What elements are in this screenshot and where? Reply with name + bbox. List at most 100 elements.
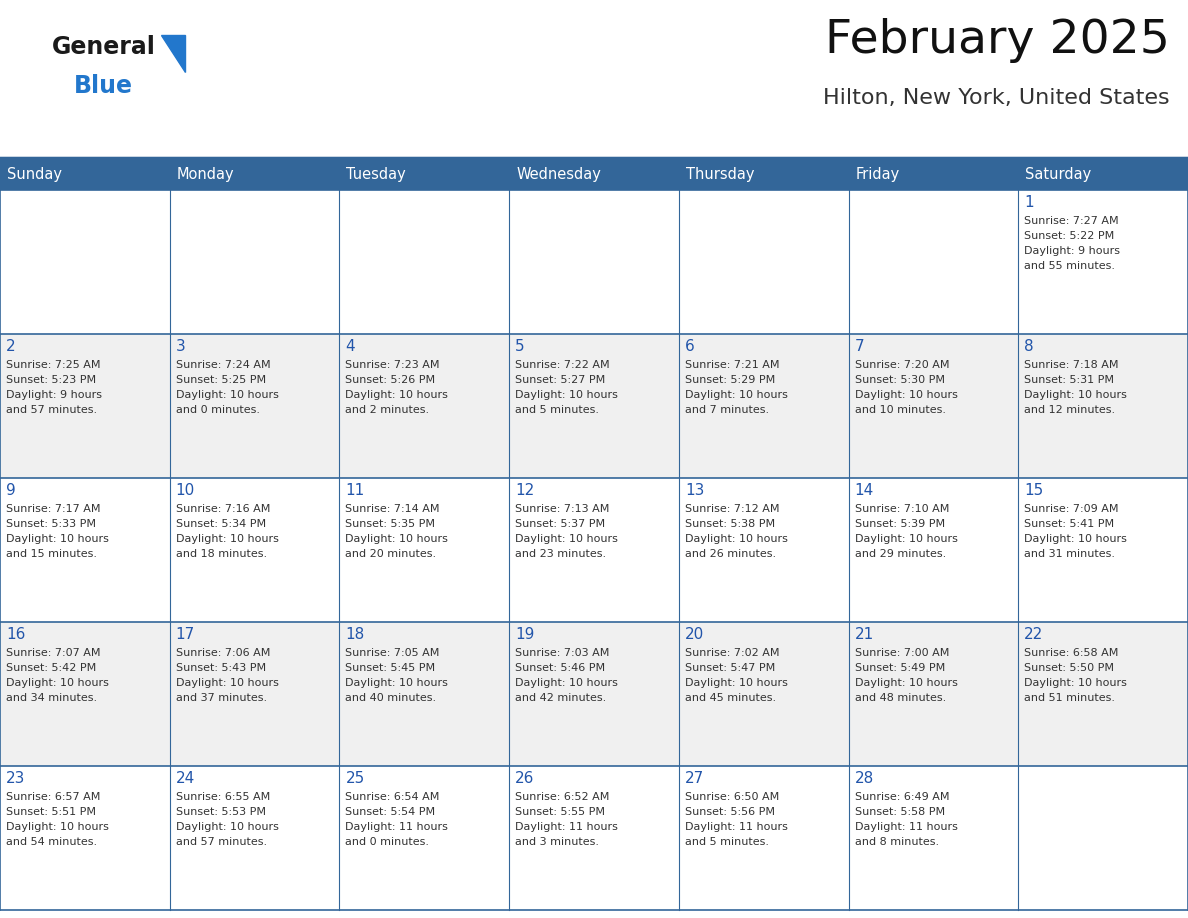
Text: 9: 9 [6, 483, 15, 498]
Text: and 57 minutes.: and 57 minutes. [176, 837, 267, 847]
Text: 3: 3 [176, 339, 185, 354]
Text: Daylight: 10 hours: Daylight: 10 hours [6, 822, 109, 832]
Bar [0, 478, 1188, 622]
Text: and 48 minutes.: and 48 minutes. [854, 693, 946, 703]
Text: Sunset: 5:43 PM: Sunset: 5:43 PM [176, 663, 266, 673]
Bar [1018, 158, 1188, 190]
Text: Sunset: 5:25 PM: Sunset: 5:25 PM [176, 375, 266, 385]
Text: Sunset: 5:30 PM: Sunset: 5:30 PM [854, 375, 944, 385]
Text: 12: 12 [516, 483, 535, 498]
Text: Sunset: 5:56 PM: Sunset: 5:56 PM [684, 807, 775, 817]
Text: Daylight: 11 hours: Daylight: 11 hours [684, 822, 788, 832]
Text: Sunset: 5:38 PM: Sunset: 5:38 PM [684, 519, 775, 529]
Text: Sunrise: 7:27 AM: Sunrise: 7:27 AM [1024, 216, 1119, 226]
Text: and 42 minutes.: and 42 minutes. [516, 693, 606, 703]
Text: 6: 6 [684, 339, 695, 354]
Text: Sunrise: 7:03 AM: Sunrise: 7:03 AM [516, 648, 609, 658]
Text: General: General [52, 35, 156, 59]
Text: and 2 minutes.: and 2 minutes. [346, 405, 430, 415]
Text: Sunset: 5:50 PM: Sunset: 5:50 PM [1024, 663, 1114, 673]
Text: 25: 25 [346, 771, 365, 786]
Polygon shape [162, 35, 185, 72]
Text: Sunrise: 7:14 AM: Sunrise: 7:14 AM [346, 504, 440, 514]
Text: Sunset: 5:49 PM: Sunset: 5:49 PM [854, 663, 944, 673]
Text: 28: 28 [854, 771, 874, 786]
Text: Daylight: 10 hours: Daylight: 10 hours [516, 390, 618, 400]
Text: 1: 1 [1024, 195, 1034, 210]
Bar [510, 158, 678, 190]
Text: Daylight: 10 hours: Daylight: 10 hours [6, 678, 109, 688]
Text: 17: 17 [176, 627, 195, 642]
Text: Daylight: 10 hours: Daylight: 10 hours [516, 678, 618, 688]
Text: Sunset: 5:34 PM: Sunset: 5:34 PM [176, 519, 266, 529]
Text: 19: 19 [516, 627, 535, 642]
Text: and 37 minutes.: and 37 minutes. [176, 693, 267, 703]
Text: 15: 15 [1024, 483, 1043, 498]
Text: 2: 2 [6, 339, 15, 354]
Text: Hilton, New York, United States: Hilton, New York, United States [823, 88, 1170, 108]
Bar [170, 158, 340, 190]
Text: and 26 minutes.: and 26 minutes. [684, 549, 776, 559]
Text: Blue: Blue [74, 73, 132, 97]
Text: Daylight: 10 hours: Daylight: 10 hours [854, 678, 958, 688]
Text: Daylight: 9 hours: Daylight: 9 hours [1024, 246, 1120, 256]
Bar [0, 190, 1188, 334]
Text: and 5 minutes.: and 5 minutes. [684, 837, 769, 847]
Text: Sunrise: 6:54 AM: Sunrise: 6:54 AM [346, 792, 440, 802]
Text: and 3 minutes.: and 3 minutes. [516, 837, 599, 847]
Text: Daylight: 10 hours: Daylight: 10 hours [684, 678, 788, 688]
Text: Daylight: 10 hours: Daylight: 10 hours [346, 534, 448, 544]
Bar [0, 622, 1188, 766]
Bar [678, 158, 848, 190]
Text: Sunrise: 7:05 AM: Sunrise: 7:05 AM [346, 648, 440, 658]
Text: and 5 minutes.: and 5 minutes. [516, 405, 599, 415]
Text: 22: 22 [1024, 627, 1043, 642]
Text: February 2025: February 2025 [826, 18, 1170, 63]
Text: Sunset: 5:46 PM: Sunset: 5:46 PM [516, 663, 605, 673]
Text: Sunset: 5:53 PM: Sunset: 5:53 PM [176, 807, 266, 817]
Text: Daylight: 11 hours: Daylight: 11 hours [346, 822, 448, 832]
Text: Daylight: 10 hours: Daylight: 10 hours [1024, 534, 1127, 544]
Text: and 55 minutes.: and 55 minutes. [1024, 261, 1116, 271]
Text: Sunset: 5:41 PM: Sunset: 5:41 PM [1024, 519, 1114, 529]
Text: and 34 minutes.: and 34 minutes. [6, 693, 97, 703]
Text: Sunset: 5:33 PM: Sunset: 5:33 PM [6, 519, 96, 529]
Text: Daylight: 10 hours: Daylight: 10 hours [176, 678, 279, 688]
Bar [848, 158, 1018, 190]
Text: and 0 minutes.: and 0 minutes. [346, 837, 429, 847]
Text: 11: 11 [346, 483, 365, 498]
Text: 20: 20 [684, 627, 704, 642]
Text: Daylight: 10 hours: Daylight: 10 hours [176, 822, 279, 832]
Text: Sunrise: 7:02 AM: Sunrise: 7:02 AM [684, 648, 779, 658]
Text: and 31 minutes.: and 31 minutes. [1024, 549, 1116, 559]
Text: and 7 minutes.: and 7 minutes. [684, 405, 769, 415]
Text: Sunset: 5:35 PM: Sunset: 5:35 PM [346, 519, 436, 529]
Text: and 54 minutes.: and 54 minutes. [6, 837, 97, 847]
Text: 4: 4 [346, 339, 355, 354]
Text: Sunrise: 7:20 AM: Sunrise: 7:20 AM [854, 360, 949, 370]
Text: and 23 minutes.: and 23 minutes. [516, 549, 606, 559]
Text: Sunrise: 7:25 AM: Sunrise: 7:25 AM [6, 360, 101, 370]
Text: Sunset: 5:42 PM: Sunset: 5:42 PM [6, 663, 96, 673]
Text: Sunset: 5:39 PM: Sunset: 5:39 PM [854, 519, 944, 529]
Text: Sunrise: 6:52 AM: Sunrise: 6:52 AM [516, 792, 609, 802]
Text: 23: 23 [6, 771, 25, 786]
Text: Sunrise: 7:24 AM: Sunrise: 7:24 AM [176, 360, 271, 370]
Text: Sunset: 5:31 PM: Sunset: 5:31 PM [1024, 375, 1114, 385]
Text: 18: 18 [346, 627, 365, 642]
Text: and 57 minutes.: and 57 minutes. [6, 405, 97, 415]
Text: 8: 8 [1024, 339, 1034, 354]
Text: Daylight: 10 hours: Daylight: 10 hours [1024, 678, 1127, 688]
Text: Daylight: 10 hours: Daylight: 10 hours [854, 534, 958, 544]
Text: 16: 16 [6, 627, 25, 642]
Text: Sunrise: 7:10 AM: Sunrise: 7:10 AM [854, 504, 949, 514]
Text: Thursday: Thursday [685, 166, 754, 182]
Text: Friday: Friday [855, 166, 899, 182]
Text: 27: 27 [684, 771, 704, 786]
Text: Daylight: 10 hours: Daylight: 10 hours [346, 678, 448, 688]
Bar [0, 766, 1188, 910]
Text: Sunrise: 7:23 AM: Sunrise: 7:23 AM [346, 360, 440, 370]
Text: and 29 minutes.: and 29 minutes. [854, 549, 946, 559]
Text: and 18 minutes.: and 18 minutes. [176, 549, 267, 559]
Text: Sunrise: 7:18 AM: Sunrise: 7:18 AM [1024, 360, 1119, 370]
